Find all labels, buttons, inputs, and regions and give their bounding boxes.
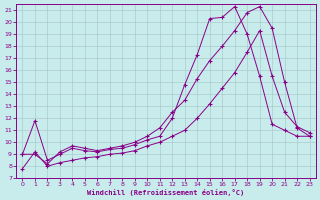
X-axis label: Windchill (Refroidissement éolien,°C): Windchill (Refroidissement éolien,°C) (87, 189, 245, 196)
